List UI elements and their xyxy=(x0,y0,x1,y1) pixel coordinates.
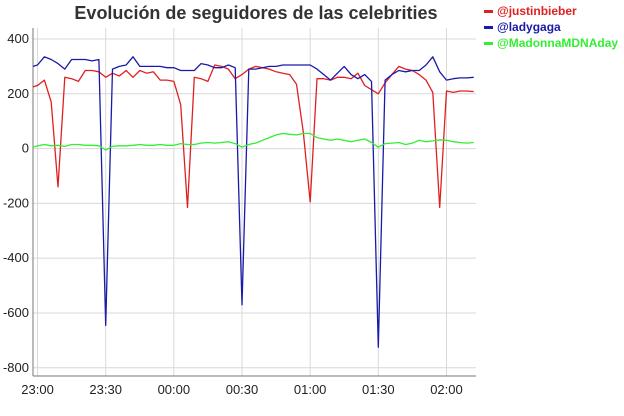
x-tick-label: 23:30 xyxy=(89,382,122,397)
series-line-1 xyxy=(32,56,474,348)
series-line-2 xyxy=(32,132,474,151)
y-tick-label: -600 xyxy=(3,305,29,320)
y-tick-label: -400 xyxy=(3,250,29,265)
y-tick-label: -200 xyxy=(3,195,29,210)
x-tick-label: 01:30 xyxy=(362,382,395,397)
legend-swatch xyxy=(484,42,493,45)
y-tick-label: 0 xyxy=(22,141,29,156)
y-tick-label: 200 xyxy=(7,86,29,101)
legend-entry: @justinbieber xyxy=(497,4,577,18)
legend-swatch xyxy=(484,10,493,13)
x-tick-label: 23:00 xyxy=(21,382,54,397)
legend: @justinbieber @ladygaga @MadonnaMDNAday xyxy=(484,4,618,50)
series-line-0 xyxy=(32,64,474,209)
series-lines xyxy=(32,56,474,348)
y-tick-label: 400 xyxy=(7,31,29,46)
x-tick-label: 02:00 xyxy=(430,382,463,397)
legend-swatch xyxy=(484,26,493,29)
legend-entry: @ladygaga xyxy=(497,20,561,34)
x-tick-label: 01:00 xyxy=(294,382,327,397)
y-tick-label: -800 xyxy=(3,360,29,375)
x-tick-label: 00:00 xyxy=(158,382,191,397)
grid xyxy=(33,28,476,376)
chart-title: Evolución de seguidores de las celebriti… xyxy=(74,3,437,23)
axes: 400 200 0 -200 -400 -600 -800 23:00 23:30 00:00 00… xyxy=(3,28,476,397)
legend-entry: @MadonnaMDNAday xyxy=(497,36,618,50)
x-tick-label: 00:30 xyxy=(226,382,259,397)
